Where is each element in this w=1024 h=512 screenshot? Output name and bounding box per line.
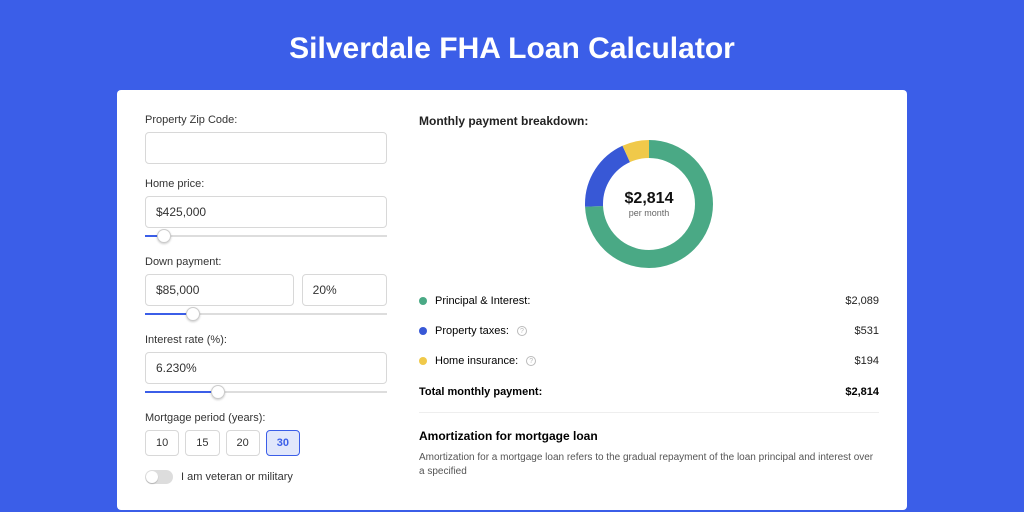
legend-label: Home insurance:: [435, 355, 518, 367]
form-column: Property Zip Code: Home price: Down paym…: [145, 114, 387, 486]
interest-label: Interest rate (%):: [145, 334, 387, 346]
down-payment-label: Down payment:: [145, 256, 387, 268]
legend-label: Principal & Interest:: [435, 295, 530, 307]
period-button-15[interactable]: 15: [185, 430, 219, 456]
slider-thumb[interactable]: [211, 385, 225, 399]
home-price-label: Home price:: [145, 178, 387, 190]
legend-row: Principal & Interest: $2,089: [419, 286, 879, 316]
zip-label: Property Zip Code:: [145, 114, 387, 126]
legend-value: $2,089: [845, 295, 879, 307]
info-icon[interactable]: ?: [526, 356, 536, 366]
slider-thumb[interactable]: [186, 307, 200, 321]
zip-input[interactable]: [145, 132, 387, 164]
amortization-title: Amortization for mortgage loan: [419, 429, 879, 443]
slider-thumb[interactable]: [157, 229, 171, 243]
payment-donut-chart: $2,814 per month: [585, 140, 713, 268]
breakdown-column: Monthly payment breakdown: $2,814 per mo…: [419, 114, 879, 486]
legend-row: Home insurance:? $194: [419, 346, 879, 376]
legend-value: $194: [855, 355, 879, 367]
info-icon[interactable]: ?: [517, 326, 527, 336]
interest-slider[interactable]: [145, 386, 387, 398]
legend-row: Property taxes:? $531: [419, 316, 879, 346]
period-buttons: 1015 2030: [145, 430, 387, 456]
donut-amount: $2,814: [625, 190, 674, 208]
legend-dot: [419, 327, 427, 335]
down-payment-slider[interactable]: [145, 308, 387, 320]
home-price-input[interactable]: [145, 196, 387, 228]
legend-value: $531: [855, 325, 879, 337]
breakdown-title: Monthly payment breakdown:: [419, 114, 879, 128]
legend-dot: [419, 297, 427, 305]
veteran-label: I am veteran or military: [181, 471, 293, 483]
amortization-text: Amortization for a mortgage loan refers …: [419, 451, 879, 479]
calculator-card: Property Zip Code: Home price: Down paym…: [117, 90, 907, 510]
home-price-slider[interactable]: [145, 230, 387, 242]
down-payment-input[interactable]: [145, 274, 294, 306]
legend-label: Property taxes:: [435, 325, 509, 337]
interest-input[interactable]: [145, 352, 387, 384]
period-button-10[interactable]: 10: [145, 430, 179, 456]
period-label: Mortgage period (years):: [145, 412, 387, 424]
down-payment-pct-input[interactable]: [302, 274, 387, 306]
page-title: Silverdale FHA Loan Calculator: [289, 32, 735, 66]
veteran-toggle[interactable]: [145, 470, 173, 484]
legend-dot: [419, 357, 427, 365]
period-button-20[interactable]: 20: [226, 430, 260, 456]
period-button-30[interactable]: 30: [266, 430, 300, 456]
total-value: $2,814: [845, 386, 879, 398]
total-label: Total monthly payment:: [419, 386, 542, 398]
legend: Principal & Interest: $2,089 Property taxe…: [419, 286, 879, 376]
donut-sublabel: per month: [629, 208, 670, 218]
